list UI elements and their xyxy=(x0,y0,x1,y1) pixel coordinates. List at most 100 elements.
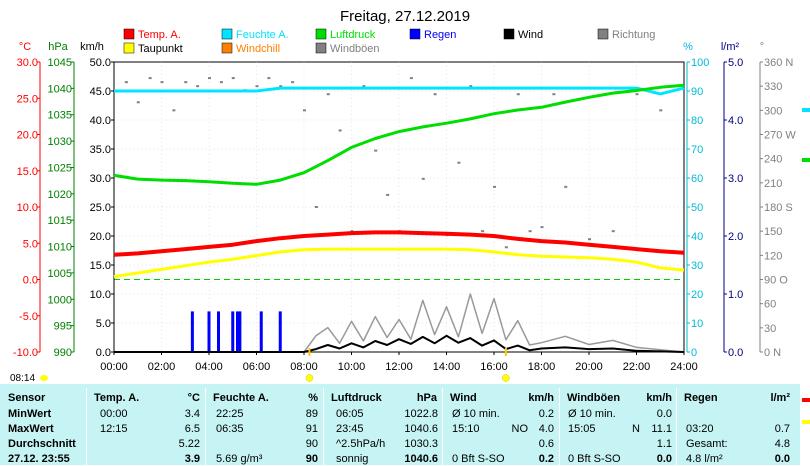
wind-axis-label-8: 10.0 xyxy=(90,289,111,301)
x-tick-label-5: 10:00 xyxy=(338,361,366,373)
series-richtung-point-24 xyxy=(409,77,413,80)
temp-axis-label-5: 5.0 xyxy=(23,238,38,250)
temp-axis-label-6: 0.0 xyxy=(23,275,38,287)
sun-marker-icon xyxy=(40,375,48,381)
header-sensor: Sensor xyxy=(8,392,46,404)
legend-swatch-0 xyxy=(123,28,135,40)
header-temp: Temp. A. xyxy=(94,392,140,404)
rain-axis-label-2: 3.0 xyxy=(728,173,743,185)
row-1-wind-info: 15:10 xyxy=(452,423,480,435)
pressure-axis-unit: hPa xyxy=(48,41,68,53)
right-edge-strip xyxy=(800,384,810,465)
row-3-feuchte-value: 90 xyxy=(305,453,318,465)
direction-axis-label-7: 150 xyxy=(764,226,782,238)
series-richtung-point-14 xyxy=(291,81,295,84)
series-richtung-point-30 xyxy=(481,230,485,233)
row-1-boe-dir: N xyxy=(632,423,640,435)
header-temp-unit: °C xyxy=(187,392,200,404)
pressure-axis-label-11: 990 xyxy=(54,347,72,359)
series-richtung-point-8 xyxy=(219,81,223,84)
pressure-axis-label-10: 995 xyxy=(54,321,72,333)
legend-swatch-6 xyxy=(123,42,135,54)
series-richtung-point-31 xyxy=(493,185,496,188)
legend-label-7: Windchill xyxy=(236,43,280,55)
temp-axis-label-4: 10.0 xyxy=(17,202,38,214)
humidity-axis-label-0: 100 xyxy=(691,57,709,69)
pressure-axis-label-6: 1015 xyxy=(48,215,72,227)
series-richtung-point-13 xyxy=(279,85,283,88)
row-3-regen-info: 4.8 l/m² xyxy=(686,453,723,465)
table-separator-3 xyxy=(442,388,443,465)
row-1-wind-dir: NO xyxy=(511,423,529,435)
legend-label-2: Luftdruck xyxy=(330,29,376,41)
axis-units: °C hPa km/h% l/m² ° xyxy=(19,41,764,53)
series-richtung-point-20 xyxy=(362,85,366,88)
legend-label-6: Taupunkt xyxy=(138,43,183,55)
wind-axis-label-6: 20.0 xyxy=(90,231,111,243)
row-3-wind-info: 0 Bft S-SO xyxy=(452,453,505,465)
row-3-feuchte-time: 5.69 g/m³ xyxy=(216,453,263,465)
legend-label-5: Richtung xyxy=(612,29,655,41)
table-separator-1 xyxy=(205,388,206,465)
x-tick-label-7: 14:00 xyxy=(433,361,461,373)
humidity-axis-label-6: 40 xyxy=(691,231,703,243)
temp-axis-label-0: 30.0 xyxy=(17,57,38,69)
header-feuchte: Feuchte A. xyxy=(213,392,269,404)
series-regen-bar-0 xyxy=(190,311,194,352)
legend-swatch-5 xyxy=(597,28,609,40)
row-0-luft-info: 06:05 xyxy=(336,408,364,420)
row-3-regen-value: 0.0 xyxy=(774,453,790,465)
direction-axis-label-0: 360 N xyxy=(764,57,793,69)
series-regen-bar-6 xyxy=(259,311,263,352)
series-richtung-point-6 xyxy=(196,85,200,88)
series-richtung-point-18 xyxy=(338,129,342,132)
series-richtung-point-32 xyxy=(504,246,508,249)
row-1-luft-info: 23:45 xyxy=(336,423,364,435)
direction-axis-label-9: 90 O xyxy=(764,275,788,287)
temp-axis-unit: °C xyxy=(19,41,31,53)
series-luftdruck-line xyxy=(113,83,685,186)
pressure-axis-label-0: 1045 xyxy=(48,57,72,69)
x-tick-label-9: 18:00 xyxy=(528,361,556,373)
pressure-axis-label-2: 1035 xyxy=(48,110,72,122)
row-2-regen-value: 4.8 xyxy=(774,438,790,450)
direction-axis-label-6: 180 S xyxy=(764,202,793,214)
row-0-wind-info: Ø 10 min. xyxy=(452,408,500,420)
row-3-boe-info: 0 Bft S-SO xyxy=(568,453,621,465)
row-1-luft-value: 1040.6 xyxy=(404,423,438,435)
row-1-wind-value: 4.0 xyxy=(538,423,554,435)
series-richtung-point-2 xyxy=(148,77,152,80)
row-1-feuchte-time: 06:35 xyxy=(216,423,244,435)
table-separator-4 xyxy=(559,388,560,465)
x-tick-label-3: 06:00 xyxy=(243,361,271,373)
humidity-axis-label-2: 80 xyxy=(691,115,703,127)
direction-axis-label-4: 240 xyxy=(764,154,782,166)
legend-label-4: Wind xyxy=(518,29,543,41)
series-richtung-point-38 xyxy=(588,238,591,241)
header-feuchte-unit: % xyxy=(308,392,318,404)
row-2-boe-value: 1.1 xyxy=(656,438,672,450)
time-markers xyxy=(305,348,510,382)
wind-axis-label-0: 50.0 xyxy=(90,57,111,69)
pressure-axis-label-1: 1040 xyxy=(48,83,72,95)
temp-axis-label-7: -5.0 xyxy=(19,311,38,323)
rain-axis-label-5: 0.0 xyxy=(728,347,743,359)
series-richtung-point-22 xyxy=(386,193,390,196)
series-richtung-point-26 xyxy=(433,93,437,96)
series-richtung-point-29 xyxy=(469,85,473,88)
x-tick-label-2: 04:00 xyxy=(195,361,223,373)
pressure-axis-label-4: 1025 xyxy=(48,162,72,174)
row-1-regen-info: 03:20 xyxy=(686,423,714,435)
row-1-label: MaxWert xyxy=(8,423,54,435)
rain-axis-label-4: 1.0 xyxy=(728,289,743,301)
grid xyxy=(114,62,684,352)
series-richtung-point-11 xyxy=(255,85,259,88)
series-richtung-point-12 xyxy=(267,77,271,80)
header-regen: Regen xyxy=(684,392,718,404)
series-richtung-point-37 xyxy=(564,185,568,188)
direction-axis-label-3: 270 W xyxy=(764,130,796,142)
wind-axis-label-2: 40.0 xyxy=(90,115,111,127)
header-wind: Wind xyxy=(450,392,477,404)
series-temp-a-line xyxy=(113,230,685,257)
humidity-axis-label-10: 0 xyxy=(691,347,697,359)
